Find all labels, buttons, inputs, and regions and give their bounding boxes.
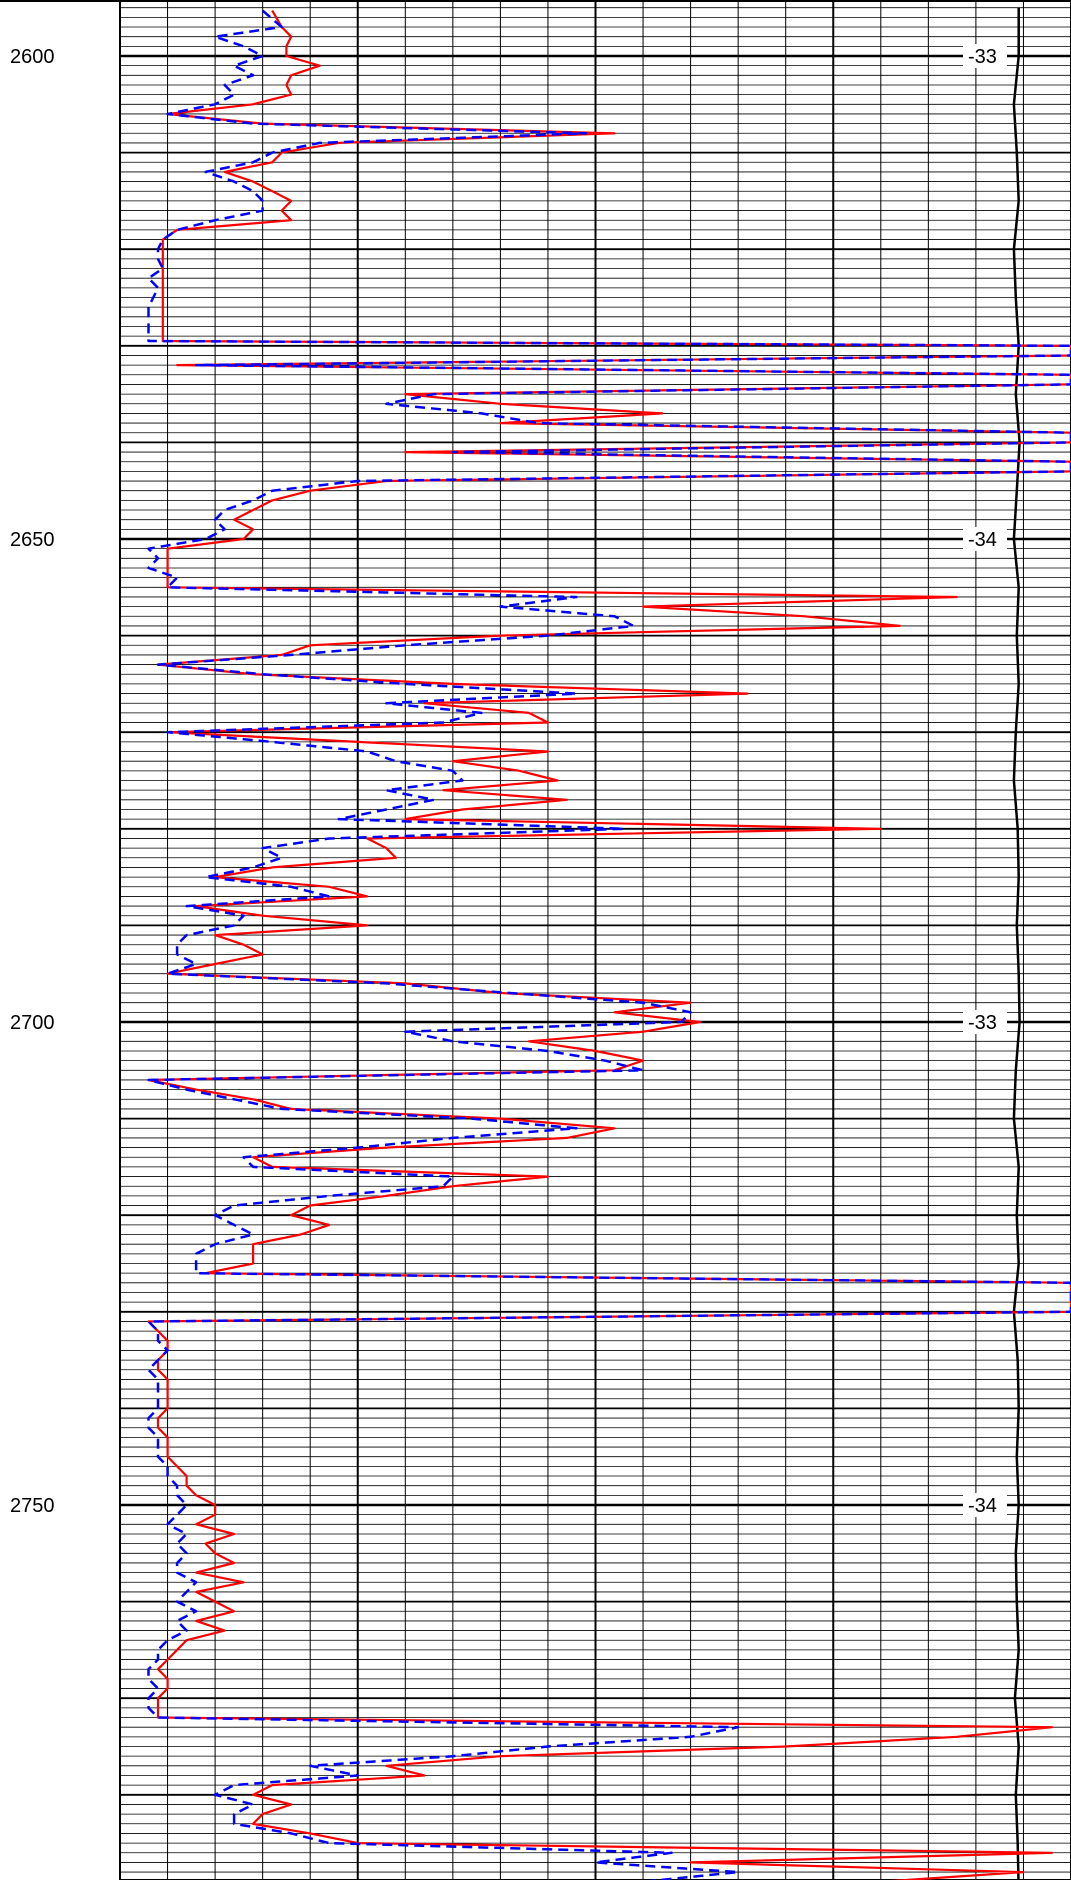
- solid-series-line: [147, 10, 1071, 1880]
- plot-frame: [119, 0, 1071, 1880]
- track-label-bg: [963, 1493, 1007, 1517]
- track-label: -34: [968, 529, 997, 551]
- track-label-bg: [963, 1010, 1007, 1034]
- track-label: -34: [968, 1495, 997, 1517]
- series-layer: [147, 7, 1071, 1880]
- track-label: -33: [968, 1012, 997, 1034]
- right-track-labels: -33 -34 -33 -34: [963, 44, 1007, 1517]
- track-label-bg: [963, 44, 1007, 68]
- track-label-bg: [963, 527, 1007, 551]
- depth-label: 2700: [10, 1012, 55, 1034]
- depth-label: 2600: [10, 46, 55, 68]
- depth-label: 2650: [10, 529, 55, 551]
- depth-labels: 2600 2650 2700 2750: [10, 46, 55, 1517]
- dashed-series-line: [147, 9, 1071, 1880]
- track-label: -33: [968, 46, 997, 68]
- depth-label: 2750: [10, 1495, 55, 1517]
- right-curve-line: [1012, 7, 1021, 1880]
